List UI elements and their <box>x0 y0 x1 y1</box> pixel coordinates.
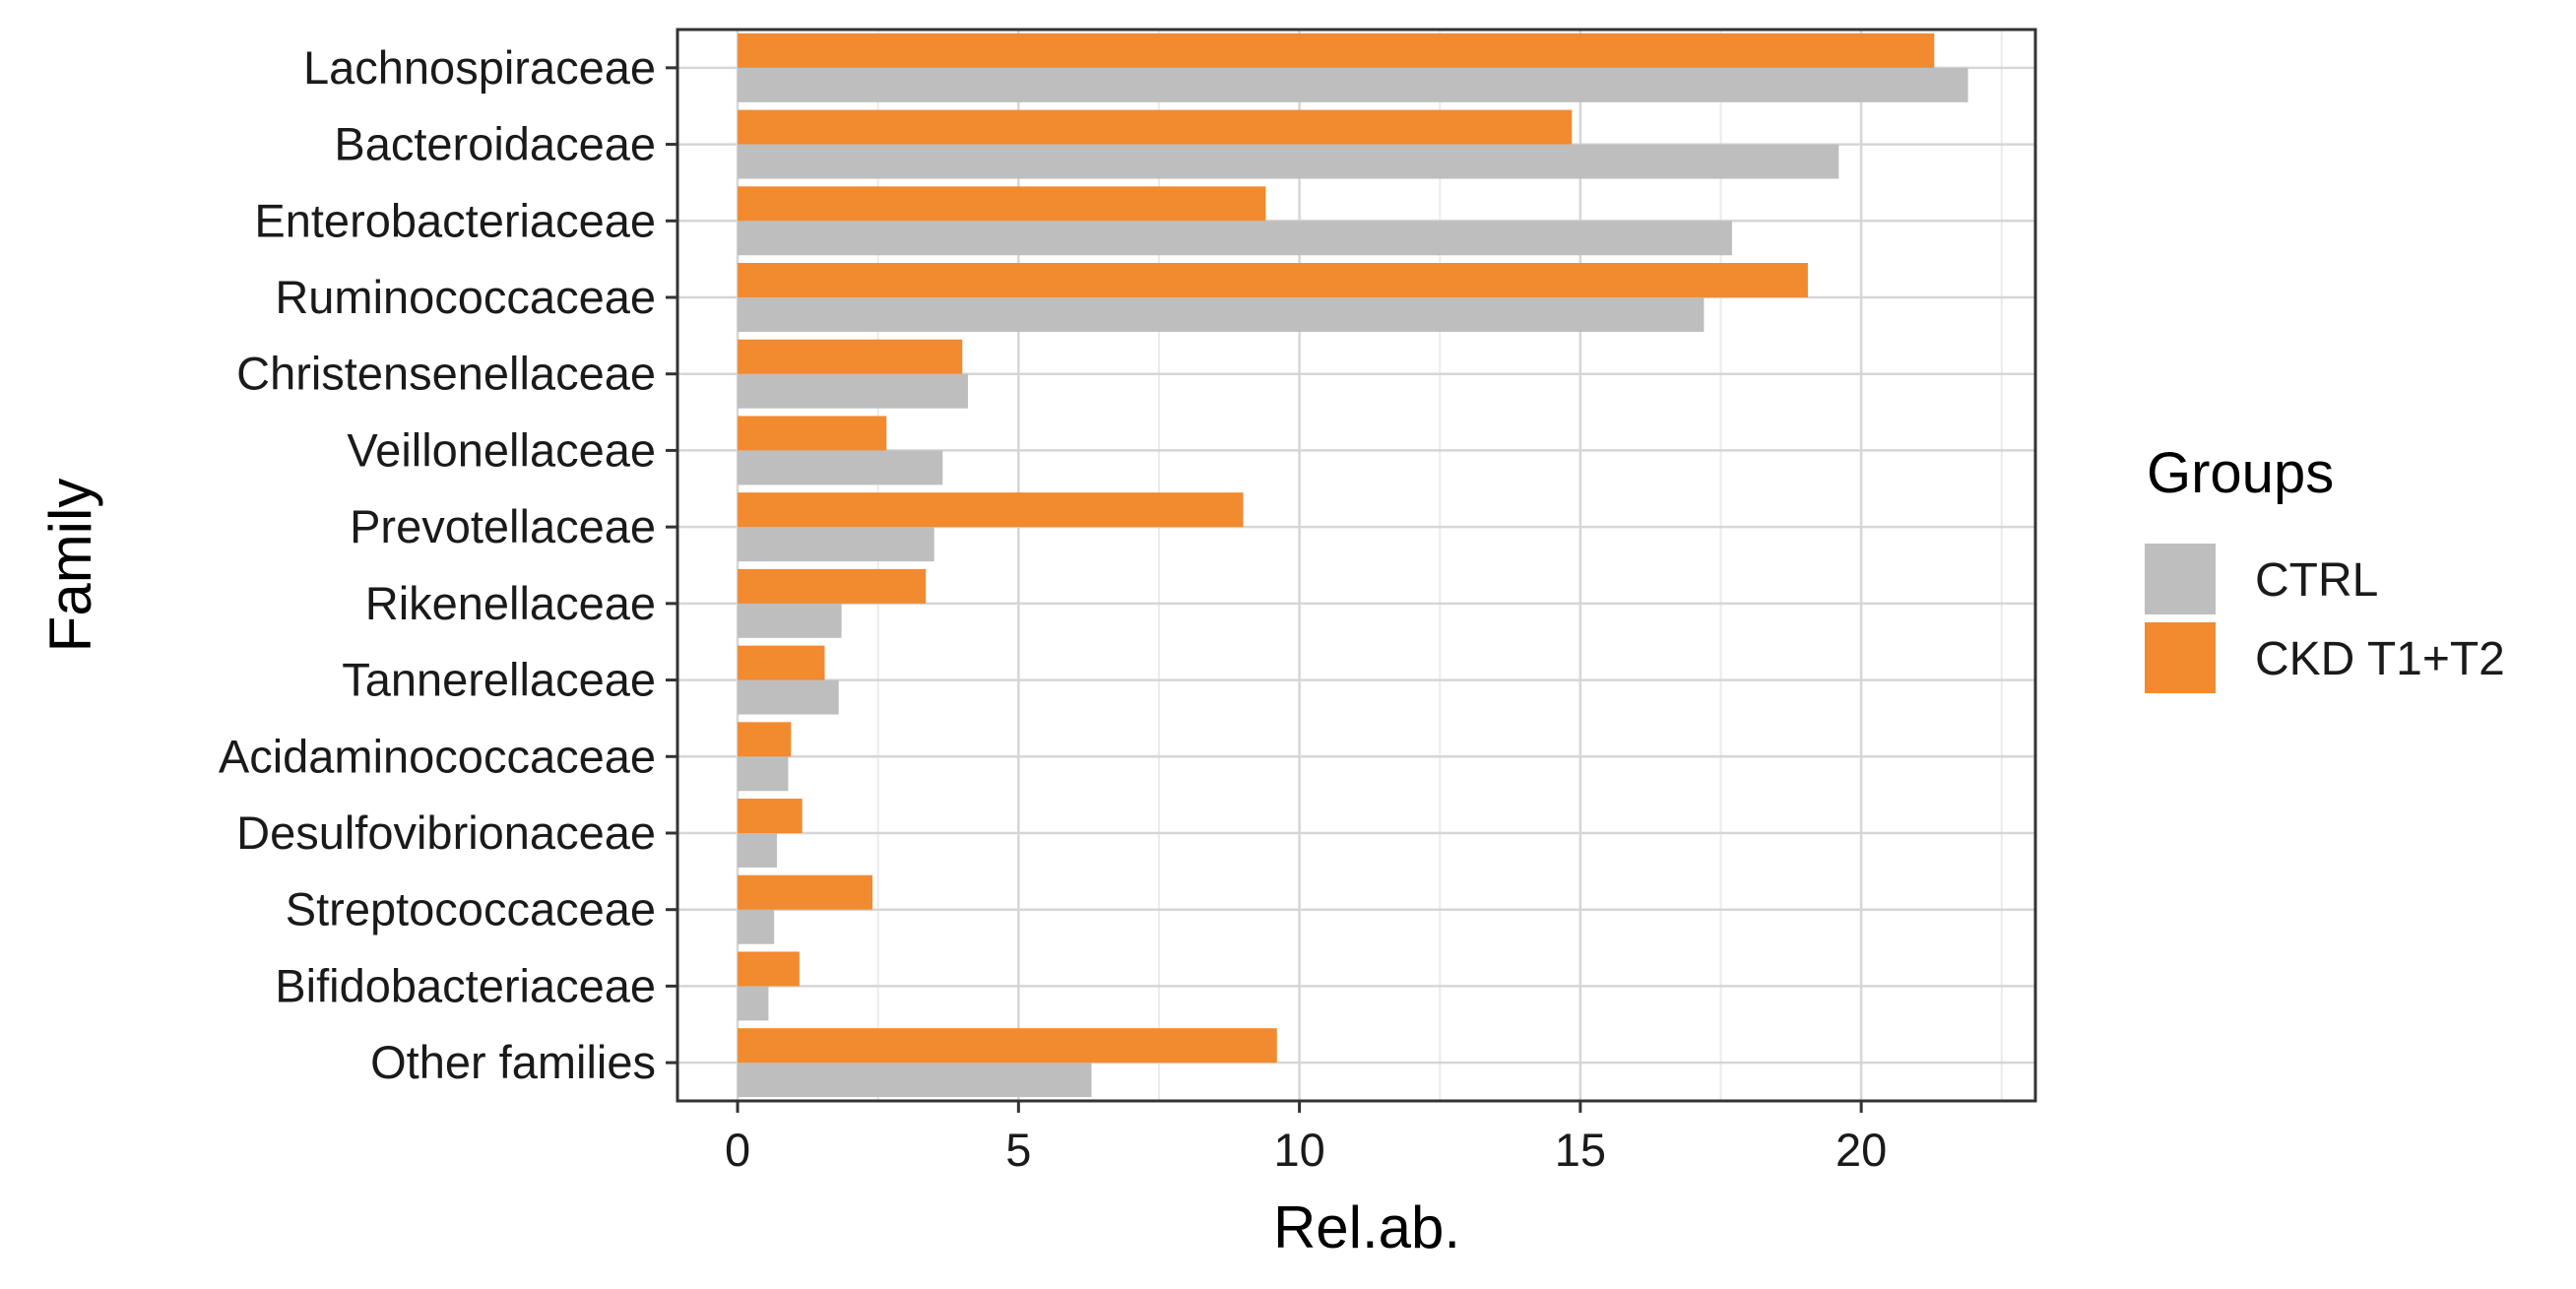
bar-ctrl-veillonellaceae <box>738 450 943 485</box>
x-axis-title: Rel.ab. <box>1273 1194 1460 1260</box>
bar-ckd-enterobacteriaceae <box>738 186 1266 222</box>
bar-ctrl-prevotellaceae <box>738 527 934 562</box>
y-tick-label: Acidaminococcaceae <box>219 730 656 782</box>
bar-ckd-rikenellaceae <box>738 568 927 604</box>
x-tick-label: 20 <box>1835 1124 1887 1176</box>
bar-ckd-ruminococcaceae <box>738 263 1808 297</box>
bar-ctrl-lachnospiraceae <box>738 67 1968 102</box>
y-tick-label: Prevotellaceae <box>350 500 656 552</box>
bar-ctrl-christensenellaceae <box>738 373 968 409</box>
y-tick-label: Other families <box>370 1036 656 1088</box>
x-tick-label: 5 <box>1005 1124 1031 1176</box>
bar-ctrl-tannerellaceae <box>738 679 839 715</box>
bar-ctrl-acidaminococcaceae <box>738 756 789 792</box>
x-tick-label: 15 <box>1555 1124 1606 1176</box>
bar-ckd-lachnospiraceae <box>738 32 1935 68</box>
bar-ctrl-bacteroidaceae <box>738 144 1839 179</box>
bar-ckd-desulfovibrionaceae <box>738 799 803 833</box>
y-tick-label: Lachnospiraceae <box>303 41 656 94</box>
bar-ctrl-ruminococcaceae <box>738 297 1705 332</box>
y-tick-label: Bifidobacteriaceae <box>275 959 656 1011</box>
legend-key-ckd <box>2145 622 2216 693</box>
legend-label-ckd: CKD T1+T2 <box>2255 633 2505 685</box>
y-axis-title: Family <box>37 479 103 653</box>
bar-ckd-acidaminococcaceae <box>738 722 792 757</box>
legend: Groups CTRL CKD T1+T2 <box>2145 441 2505 693</box>
bars <box>738 32 1968 1098</box>
legend-items: CTRL CKD T1+T2 <box>2145 544 2505 693</box>
bar-ctrl-streptococcaceae <box>738 909 775 944</box>
y-tick-label: Bacteroidaceae <box>334 118 656 170</box>
bar-ckd-prevotellaceae <box>738 492 1244 528</box>
y-tick-label: Enterobacteriaceae <box>254 194 656 246</box>
bar-ckd-bifidobacteriaceae <box>738 951 800 987</box>
y-tick-label: Ruminococcaceae <box>275 271 656 323</box>
y-tick-label: Desulfovibrionaceae <box>236 806 656 859</box>
x-tick-label: 10 <box>1273 1124 1324 1176</box>
bar-ckd-other-families <box>738 1028 1277 1063</box>
plot-frame <box>676 28 2037 1103</box>
bar-ckd-bacteroidaceae <box>738 109 1573 145</box>
bar-ckd-christensenellaceae <box>738 339 963 374</box>
legend-key-ctrl <box>2145 544 2216 614</box>
bar-ckd-tannerellaceae <box>738 645 825 680</box>
bar-ctrl-rikenellaceae <box>738 603 842 638</box>
y-tick-label: Rikenellaceae <box>365 577 656 629</box>
y-tick-label: Christensenellaceae <box>236 348 656 400</box>
y-tick-label: Streptococcaceae <box>286 883 656 935</box>
bar-ckd-streptococcaceae <box>738 874 872 910</box>
panel-border <box>676 28 2037 1103</box>
y-tick-label: Veillonellaceae <box>347 423 656 476</box>
x-axis: 0 5 10 15 20 <box>725 1101 1887 1176</box>
y-tick-label: Tannerellaceae <box>342 654 656 706</box>
bar-ctrl-desulfovibrionaceae <box>738 833 777 868</box>
bar-ctrl-bifidobacteriaceae <box>738 986 769 1021</box>
legend-title: Groups <box>2147 441 2334 505</box>
bar-ckd-veillonellaceae <box>738 416 887 451</box>
bar-ctrl-enterobacteriaceae <box>738 221 1732 256</box>
x-tick-label: 0 <box>725 1124 750 1176</box>
y-axis: Lachnospiraceae Bacteroidaceae Enterobacte… <box>219 41 677 1088</box>
legend-label-ctrl: CTRL <box>2255 554 2378 607</box>
bar-ctrl-other-families <box>738 1063 1092 1098</box>
